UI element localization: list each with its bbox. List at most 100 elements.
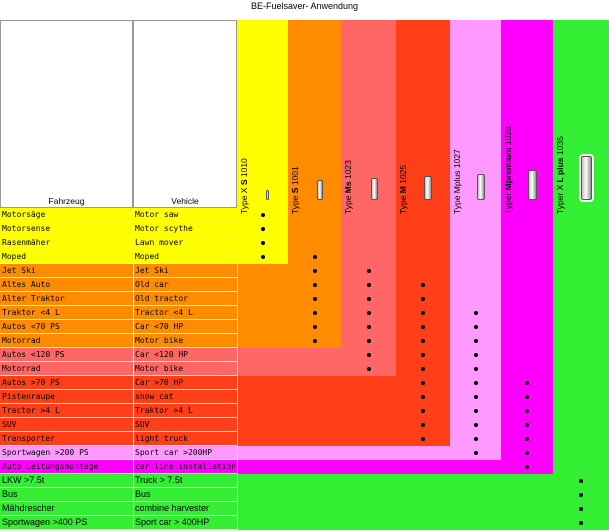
vehicle-name-en: Motor scythe — [135, 224, 193, 233]
column-fill — [553, 208, 609, 222]
column-fill — [450, 250, 501, 264]
column-fill — [450, 222, 501, 236]
column-divider — [133, 208, 134, 530]
suitability-dot — [525, 451, 529, 455]
fuelsaver-cylinder-icon — [579, 154, 595, 202]
column-fill — [553, 334, 609, 348]
vehicle-name-de: Traktor <4 L — [2, 308, 60, 317]
row-band — [0, 432, 450, 446]
header-label-de: Fahrzeug — [48, 196, 85, 206]
suitability-dot — [421, 325, 425, 329]
vehicle-name-de: SUV — [2, 420, 17, 429]
type-label: Typer X L plus 1035 — [555, 136, 565, 214]
column-fill — [501, 236, 553, 250]
vehicle-name-en: Truck > 7.5t — [135, 475, 183, 485]
row-band — [0, 222, 288, 236]
vehicle-name-de: Bus — [2, 489, 18, 499]
type-label: Type Ms 1023 — [343, 160, 353, 214]
row-band — [0, 236, 288, 250]
row-divider — [0, 529, 237, 530]
column-fill — [553, 320, 609, 334]
column-fill — [553, 306, 609, 320]
vehicle-name-de: Mähdrescher — [2, 503, 55, 513]
row-band — [0, 488, 609, 502]
suitability-dot — [366, 283, 371, 287]
column-fill — [341, 236, 396, 250]
row-band — [0, 390, 450, 404]
row-band — [0, 418, 450, 432]
row-band — [0, 306, 341, 320]
suitability-dot — [473, 409, 478, 413]
row-divider — [0, 319, 237, 320]
suitability-dot — [421, 367, 425, 371]
row-band — [0, 516, 609, 530]
vehicle-name-en: Tractor <4 L — [135, 308, 193, 317]
vehicle-name-en: Car >70 HP — [135, 378, 184, 387]
column-fill — [553, 446, 609, 460]
suitability-dot — [473, 437, 478, 441]
column-fill — [553, 404, 609, 418]
suitability-dot — [421, 381, 425, 385]
row-band — [0, 502, 609, 516]
suitability-dot — [525, 381, 529, 385]
row-divider — [0, 333, 237, 334]
suitability-dot — [473, 311, 478, 315]
vehicle-name-en: Jet Ski — [135, 266, 169, 275]
row-divider — [0, 487, 237, 488]
suitability-dot — [525, 409, 529, 413]
column-fill — [553, 292, 609, 306]
suitability-dot — [366, 367, 371, 371]
type-label-suffix: 1025 — [398, 164, 408, 187]
suitability-dot — [366, 297, 371, 301]
suitability-dot — [421, 297, 425, 301]
vehicle-name-de: LKW >7.5t — [2, 475, 45, 485]
vehicle-name-de: Motorsäge — [2, 210, 46, 219]
suitability-dot — [260, 213, 265, 217]
vehicle-name-de: Autos <70 PS — [2, 322, 60, 331]
suitability-dot — [525, 395, 529, 399]
suitability-dot — [312, 297, 317, 301]
type-label-suffix: 1028 — [503, 126, 513, 148]
column-fill — [553, 418, 609, 432]
column-fill — [501, 208, 553, 222]
suitability-dot — [473, 353, 478, 357]
column-fill — [501, 348, 553, 362]
column-fill — [553, 236, 609, 250]
row-divider — [0, 263, 237, 264]
vehicle-name-en: Sport car >200HP — [135, 448, 213, 457]
type-label-name: L plus — [555, 157, 565, 183]
row-divider — [0, 431, 237, 432]
header-vehicle-de — [0, 20, 133, 208]
suitability-dot — [525, 465, 529, 469]
column-fill — [450, 292, 501, 306]
column-fill — [501, 264, 553, 278]
type-label-suffix: 1035 — [555, 136, 565, 158]
vehicle-name-de: Transporter — [2, 434, 55, 443]
type-label-prefix: Type — [343, 193, 353, 214]
vehicle-name-de: Motorrad — [2, 336, 41, 345]
suitability-dot — [421, 409, 425, 413]
row-band — [0, 348, 396, 362]
column-fill — [553, 222, 609, 236]
type-label-prefix: Type — [290, 193, 300, 214]
row-divider — [0, 515, 237, 516]
column-fill — [501, 362, 553, 376]
type-column-header — [450, 20, 501, 208]
column-fill — [341, 222, 396, 236]
row-divider — [0, 235, 237, 236]
suitability-dot — [366, 325, 371, 329]
column-fill — [553, 460, 609, 474]
type-label-name: S — [290, 187, 300, 194]
fuelsaver-cylinder-icon — [424, 176, 433, 200]
vehicle-name-de: Moped — [2, 252, 27, 261]
row-band — [0, 362, 396, 376]
type-column-header — [501, 20, 553, 208]
row-divider — [0, 445, 237, 446]
row-band — [0, 460, 553, 474]
vehicle-name-de: Rasenmäher — [2, 238, 51, 247]
suitability-dot — [312, 255, 317, 259]
vehicle-name-en: Motor bike — [135, 364, 184, 373]
row-divider — [0, 221, 237, 222]
column-fill — [553, 264, 609, 278]
type-label: Typer Mpremium 1028 — [503, 126, 513, 214]
